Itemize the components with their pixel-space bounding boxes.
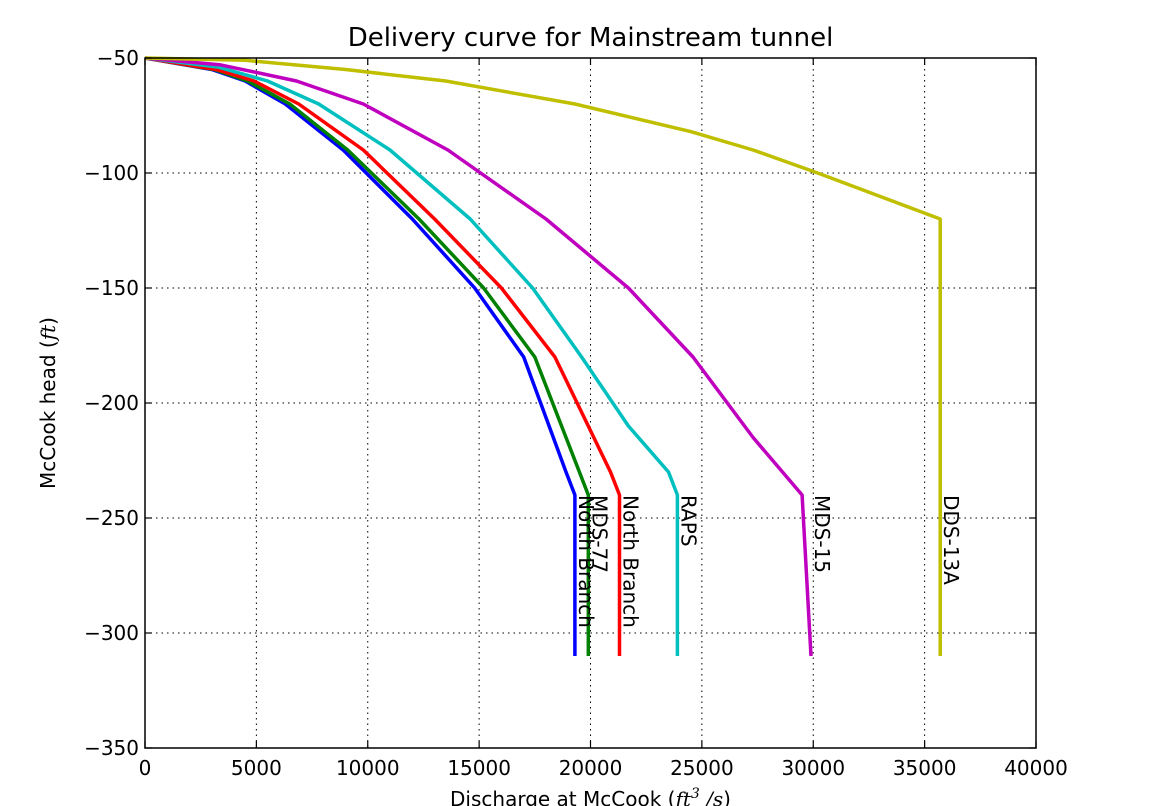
- grid-lines: [145, 58, 1036, 748]
- x-tick-label: 30000: [781, 756, 845, 780]
- series-line-5: [144, 56, 942, 656]
- x-tick-label: 40000: [1004, 756, 1068, 780]
- series-label-2: North Branch: [618, 495, 642, 628]
- x-axis-label: Discharge at McCook (ft3 /s): [450, 786, 731, 806]
- x-tick-label: 25000: [670, 756, 734, 780]
- series-line-2: [144, 56, 622, 656]
- x-axis-label-text: Discharge at McCook (: [450, 787, 675, 806]
- x-axis-label-unit: ft: [673, 787, 691, 806]
- y-axis-label: McCook head (ft): [36, 317, 60, 489]
- x-axis-label-close: ): [723, 787, 731, 806]
- y-tick-label: −150: [84, 276, 139, 300]
- y-tick-label: −300: [84, 621, 139, 645]
- axis-ticks: 0 5000 10000 15000 20000 25000 30000 35000 40000…: [84, 46, 1068, 780]
- x-axis-label-exponent: 3: [691, 786, 700, 802]
- series-label-4: MDS-15: [810, 495, 834, 573]
- x-tick-label: 15000: [447, 756, 511, 780]
- x-axis-label-unit-denominator: /s: [700, 787, 723, 806]
- series-lines: [144, 56, 942, 657]
- x-tick-label: 20000: [559, 756, 623, 780]
- x-tick-label: 0: [139, 756, 152, 780]
- chart-title: Delivery curve for Mainstream tunnel: [348, 23, 834, 53]
- series-label-3: RAPS: [676, 495, 700, 547]
- series-label-1: MDS-77: [587, 495, 611, 573]
- x-tick-label: 5000: [231, 756, 282, 780]
- y-axis-label-unit: ft: [36, 324, 60, 342]
- series-label-0: North Branch: [574, 495, 598, 628]
- y-tick-label: −50: [97, 46, 139, 70]
- series-line-3: [144, 56, 680, 656]
- series-line-4: [144, 56, 813, 657]
- y-axis-label-text: McCook head (: [36, 340, 60, 489]
- series-label-5: DDS-13A: [939, 495, 963, 585]
- y-tick-label: −200: [84, 391, 139, 415]
- y-tick-label: −350: [84, 736, 139, 760]
- x-tick-label: 35000: [893, 756, 957, 780]
- x-tick-label: 10000: [336, 756, 400, 780]
- y-tick-label: −250: [84, 506, 139, 530]
- y-tick-label: −100: [84, 161, 139, 185]
- y-axis-label-close: ): [36, 317, 60, 325]
